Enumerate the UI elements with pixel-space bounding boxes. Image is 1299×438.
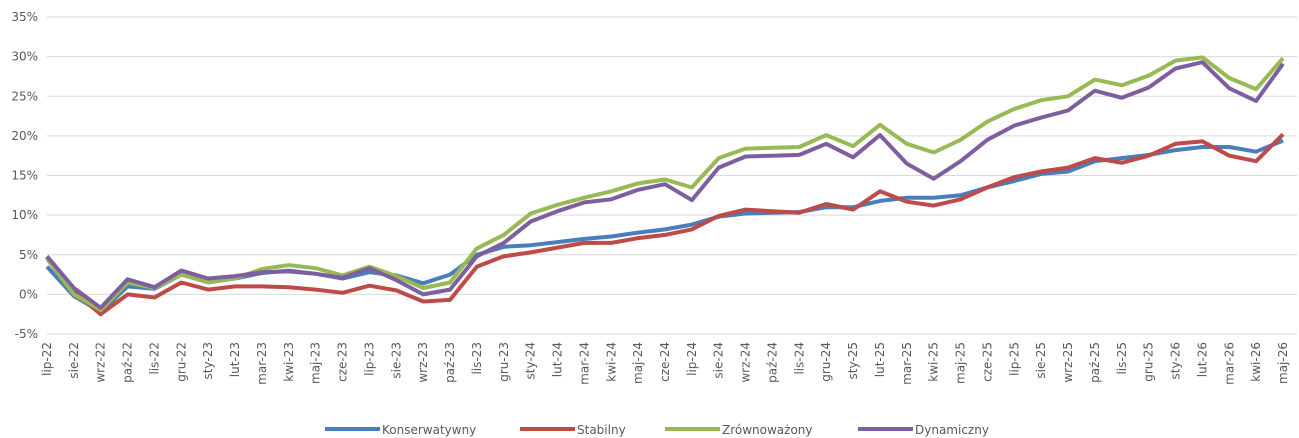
x-tick-label: sty-24 [524, 342, 538, 379]
legend-label: Stabilny [577, 423, 626, 437]
y-tick-label: 20% [11, 129, 38, 143]
x-tick-label: sty-23 [201, 342, 215, 379]
legend-label: Zrównoważony [722, 423, 813, 437]
x-tick-label: kwi-26 [1249, 342, 1263, 382]
x-tick-label: paź-25 [1088, 342, 1102, 383]
x-tick-label: sie-22 [67, 342, 81, 379]
x-tick-label: lip-25 [1007, 342, 1021, 376]
x-tick-label: lip-22 [40, 342, 54, 376]
x-tick-label: cze-24 [658, 342, 672, 382]
x-tick-label: paź-23 [443, 342, 457, 383]
x-tick-label: gru-25 [1142, 342, 1156, 382]
x-tick-label: mar-23 [255, 342, 269, 385]
x-tick-label: cze-25 [980, 342, 994, 382]
y-tick-label: 35% [11, 10, 38, 24]
x-tick-label: kwi-24 [604, 342, 618, 382]
x-tick-label: mar-25 [900, 342, 914, 385]
series-line [45, 132, 1285, 317]
x-tick-label: kwi-23 [282, 342, 296, 382]
x-tick-label: sie-25 [1034, 342, 1048, 379]
legend-label: Dynamiczny [915, 423, 989, 437]
x-tick-label: lis-22 [147, 342, 161, 375]
y-tick-label: 15% [11, 169, 38, 183]
x-tick-label: maj-26 [1276, 342, 1290, 384]
x-tick-label: lis-25 [1115, 342, 1129, 375]
x-tick-label: lip-24 [685, 342, 699, 376]
x-tick-label: sty-26 [1169, 342, 1183, 379]
x-tick-label: wrz-25 [1061, 342, 1075, 383]
x-tick-label: lis-24 [792, 342, 806, 375]
x-tick-label: mar-24 [577, 342, 591, 385]
x-tick-label: maj-24 [631, 342, 645, 384]
x-tick-label: mar-26 [1222, 342, 1236, 385]
x-tick-label: paź-22 [121, 342, 135, 383]
x-tick-label: wrz-22 [94, 342, 108, 383]
y-tick-label: 0% [19, 287, 38, 301]
x-tick-label: sie-23 [389, 342, 403, 379]
x-tick-label: lut-26 [1195, 342, 1209, 377]
x-tick-label: cze-23 [336, 342, 350, 382]
x-tick-label: wrz-23 [416, 342, 430, 383]
x-tick-label: lis-23 [470, 342, 484, 375]
x-tick-label: lip-23 [362, 342, 376, 376]
x-tick-label: sty-25 [846, 342, 860, 379]
x-tick-label: lut-25 [873, 342, 887, 377]
x-tick-label: lut-24 [551, 342, 565, 377]
y-tick-label: 10% [11, 208, 38, 222]
y-tick-label: 30% [11, 50, 38, 64]
x-tick-label: maj-23 [309, 342, 323, 384]
x-tick-label: gru-24 [819, 342, 833, 382]
y-tick-label: 5% [19, 248, 38, 262]
x-tick-label: sie-24 [712, 342, 726, 379]
x-tick-label: gru-22 [174, 342, 188, 382]
x-tick-label: kwi-25 [927, 342, 941, 382]
x-tick-label: paź-24 [765, 342, 779, 383]
x-tick-label: lut-23 [228, 342, 242, 377]
x-tick-label: gru-23 [497, 342, 511, 382]
x-tick-label: maj-25 [954, 342, 968, 384]
series-line [45, 60, 1285, 310]
x-tick-label: wrz-24 [739, 342, 753, 383]
y-tick-label: 25% [11, 89, 38, 103]
legend-label: Konserwatywny [382, 423, 476, 437]
y-tick-label: -5% [15, 327, 38, 341]
